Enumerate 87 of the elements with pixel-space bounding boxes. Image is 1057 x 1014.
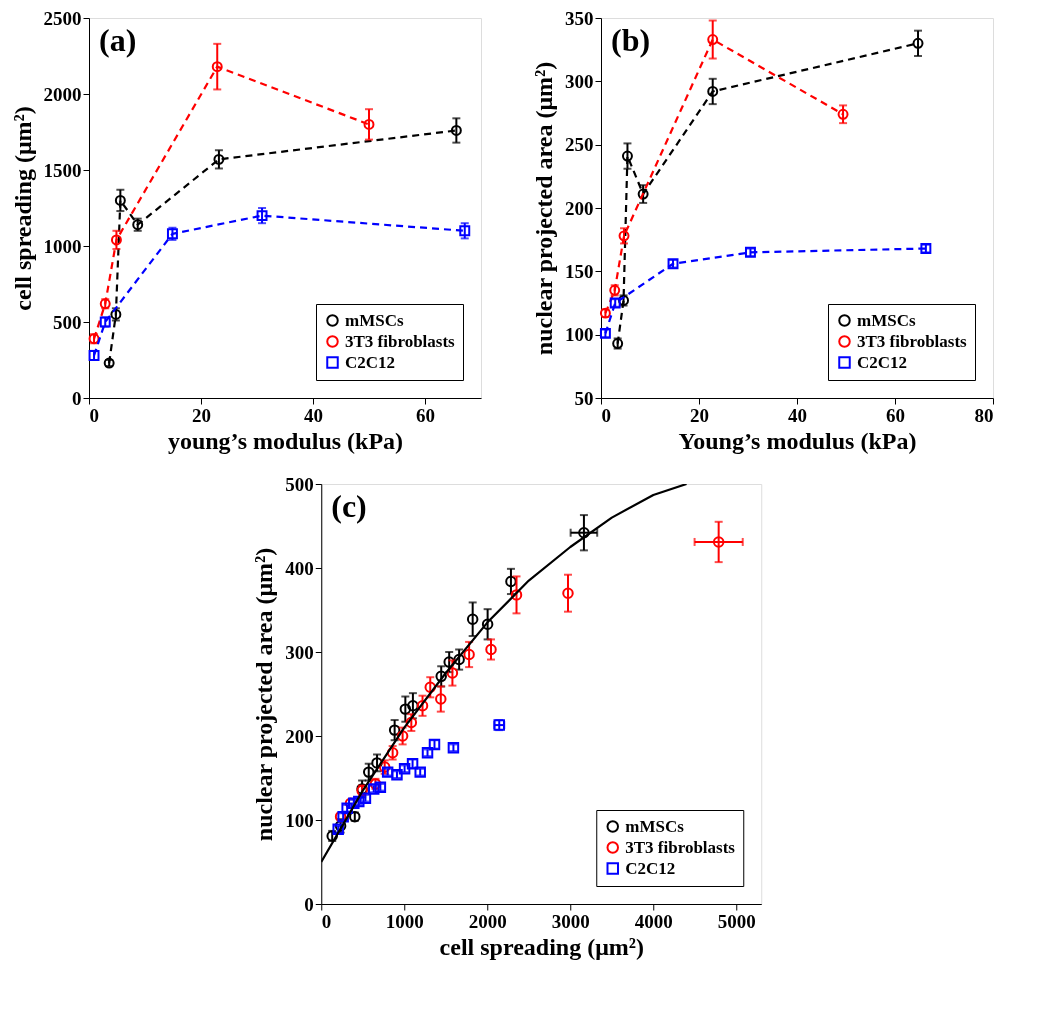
point: [213, 153, 225, 165]
annotation: (b): [611, 22, 651, 58]
point: [396, 730, 409, 742]
x-tick-label: 20: [192, 404, 211, 426]
point: [562, 587, 574, 599]
y-tick-label: 200: [565, 197, 594, 219]
legend-label: mMSCs: [345, 310, 404, 330]
y-tick-label: 50: [574, 387, 594, 409]
x-tick-label: 0: [321, 910, 332, 932]
y-tick-label: 150: [565, 260, 594, 282]
x-tick-label: 40: [788, 404, 807, 426]
x-tick-label: 60: [416, 404, 435, 426]
x-tick-label: 80: [974, 404, 994, 426]
point: [510, 589, 523, 601]
point: [450, 125, 462, 136]
x-axis-title: young’s modulus (kPa): [167, 427, 404, 454]
point: [407, 700, 419, 712]
y-tick-label: 100: [285, 809, 314, 831]
y-axis-title: nuclear projected area (μm²): [251, 547, 278, 842]
x-tick-label: 60: [886, 404, 905, 426]
x-tick-label: 0: [89, 404, 99, 426]
x-axis-title: cell spreading (μm²): [439, 933, 644, 960]
legend-label: 3T3 fibroblasts: [857, 331, 968, 351]
legend-label: C2C12: [345, 352, 396, 372]
legend-label: C2C12: [625, 858, 676, 878]
point: [399, 703, 412, 715]
point: [505, 575, 517, 588]
point: [481, 618, 494, 631]
point: [463, 648, 475, 661]
legend-label: 3T3 fibroblasts: [625, 837, 736, 857]
y-tick-label: 2000: [43, 83, 82, 105]
y-tick-label: 300: [285, 641, 314, 663]
point: [363, 118, 375, 130]
y-tick-label: 0: [72, 387, 82, 409]
point: [578, 526, 590, 539]
point: [405, 716, 418, 729]
point: [707, 34, 719, 45]
legend-label: 3T3 fibroblasts: [345, 331, 456, 351]
x-tick-label: 1000: [385, 910, 424, 932]
y-tick-label: 2500: [43, 7, 82, 29]
point: [453, 653, 465, 666]
y-tick-label: 250: [565, 134, 594, 156]
y-tick-label: 200: [285, 725, 314, 747]
point: [707, 86, 719, 97]
y-tick-label: 500: [285, 473, 314, 495]
point: [371, 757, 383, 769]
y-tick-label: 1000: [43, 235, 82, 257]
legend-label: mMSCs: [857, 310, 916, 330]
x-tick-label: 5000: [717, 910, 756, 932]
legend-label: mMSCs: [625, 816, 685, 836]
x-axis-title: Young’s modulus (kPa): [678, 427, 917, 454]
y-tick-label: 100: [565, 324, 594, 346]
x-tick-label: 20: [690, 404, 709, 426]
point: [637, 188, 649, 200]
point: [435, 693, 447, 705]
point: [485, 643, 497, 656]
y-axis-title: cell spreading (μm²): [9, 106, 36, 311]
y-tick-label: 400: [285, 557, 314, 579]
point: [912, 37, 924, 49]
point: [435, 670, 447, 683]
legend-label: C2C12: [857, 352, 908, 372]
annotation: (c): [331, 488, 367, 524]
point: [110, 234, 122, 246]
x-tick-label: 0: [601, 404, 611, 426]
point: [618, 230, 630, 242]
point: [443, 656, 455, 668]
point: [388, 724, 401, 736]
x-tick-label: 3000: [551, 910, 590, 932]
point: [621, 150, 633, 162]
x-tick-label: 4000: [634, 910, 673, 932]
point: [466, 613, 479, 625]
x-tick-label: 2000: [468, 910, 507, 932]
point: [211, 61, 223, 73]
point: [114, 194, 126, 206]
y-tick-label: 350: [565, 7, 594, 29]
point: [712, 536, 725, 548]
point: [446, 667, 459, 679]
point: [837, 108, 849, 120]
y-tick-label: 500: [53, 311, 82, 333]
y-axis-title: nuclear projected area (μm²): [531, 61, 557, 356]
y-tick-label: 300: [565, 70, 594, 92]
y-tick-label: 1500: [43, 159, 82, 181]
point: [424, 681, 436, 694]
x-tick-label: 40: [304, 404, 323, 426]
point: [416, 700, 429, 712]
annotation: (a): [99, 22, 137, 58]
y-tick-label: 0: [304, 893, 314, 915]
